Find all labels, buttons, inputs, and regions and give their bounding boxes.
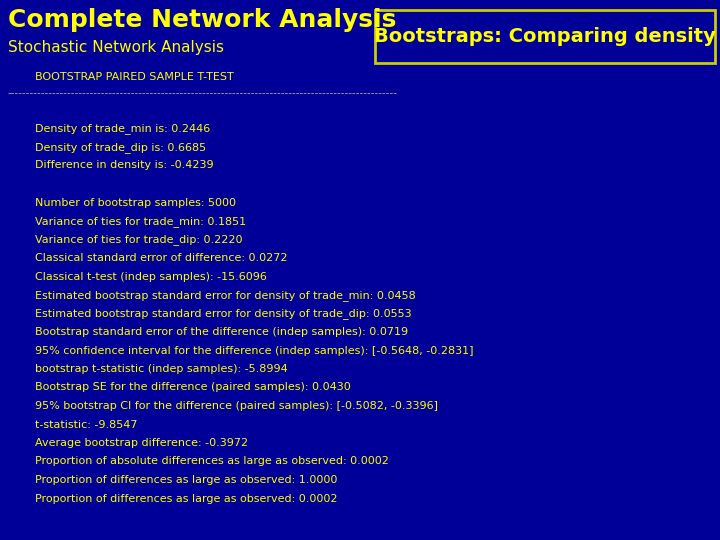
Text: Estimated bootstrap standard error for density of trade_min: 0.0458: Estimated bootstrap standard error for d… <box>35 290 415 301</box>
Text: 95% bootstrap CI for the difference (paired samples): [-0.5082, -0.3396]: 95% bootstrap CI for the difference (pai… <box>35 401 438 411</box>
Bar <box>375 10 715 63</box>
Text: --------------------------------------------------------------------------------: ----------------------------------------… <box>8 88 398 98</box>
Text: bootstrap t-statistic (indep samples): -5.8994: bootstrap t-statistic (indep samples): -… <box>35 364 288 374</box>
Text: Proportion of differences as large as observed: 0.0002: Proportion of differences as large as ob… <box>35 494 338 503</box>
Text: Bootstraps: Comparing density: Bootstraps: Comparing density <box>374 27 716 46</box>
Text: Density of trade_dip is: 0.6685: Density of trade_dip is: 0.6685 <box>35 142 206 153</box>
Text: Number of bootstrap samples: 5000: Number of bootstrap samples: 5000 <box>35 198 236 207</box>
Text: 95% confidence interval for the difference (indep samples): [-0.5648, -0.2831]: 95% confidence interval for the differen… <box>35 346 474 355</box>
Text: Average bootstrap difference: -0.3972: Average bootstrap difference: -0.3972 <box>35 438 248 448</box>
Text: Classical standard error of difference: 0.0272: Classical standard error of difference: … <box>35 253 287 263</box>
Text: Complete Network Analysis: Complete Network Analysis <box>8 8 397 32</box>
Text: BOOTSTRAP PAIRED SAMPLE T-TEST: BOOTSTRAP PAIRED SAMPLE T-TEST <box>35 72 234 82</box>
Text: t-statistic: -9.8547: t-statistic: -9.8547 <box>35 420 138 429</box>
Text: Bootstrap standard error of the difference (indep samples): 0.0719: Bootstrap standard error of the differen… <box>35 327 408 337</box>
Text: Proportion of differences as large as observed: 1.0000: Proportion of differences as large as ob… <box>35 475 338 485</box>
Text: Variance of ties for trade_dip: 0.2220: Variance of ties for trade_dip: 0.2220 <box>35 234 243 245</box>
Text: Estimated bootstrap standard error for density of trade_dip: 0.0553: Estimated bootstrap standard error for d… <box>35 308 412 319</box>
Text: Classical t-test (indep samples): -15.6096: Classical t-test (indep samples): -15.60… <box>35 272 267 281</box>
Text: Difference in density is: -0.4239: Difference in density is: -0.4239 <box>35 160 214 171</box>
Text: Stochastic Network Analysis: Stochastic Network Analysis <box>8 40 224 55</box>
Text: Variance of ties for trade_min: 0.1851: Variance of ties for trade_min: 0.1851 <box>35 216 246 227</box>
Text: Proportion of absolute differences as large as observed: 0.0002: Proportion of absolute differences as la… <box>35 456 389 467</box>
Text: Density of trade_min is: 0.2446: Density of trade_min is: 0.2446 <box>35 124 210 134</box>
Text: Bootstrap SE for the difference (paired samples): 0.0430: Bootstrap SE for the difference (paired … <box>35 382 351 393</box>
